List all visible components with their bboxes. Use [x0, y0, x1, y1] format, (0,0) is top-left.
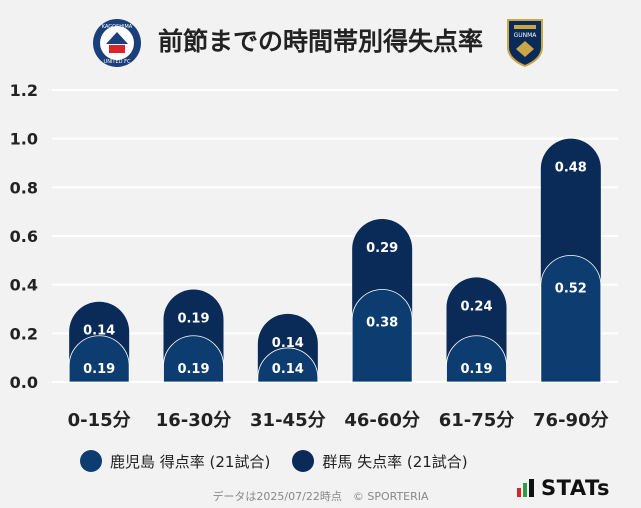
y-tick-label: 0.0 — [10, 373, 38, 392]
svg-text:GUNMA: GUNMA — [514, 32, 538, 39]
stats-label: STATs — [541, 476, 610, 500]
y-tick-label: 0.4 — [10, 276, 38, 295]
stats-bars-icon — [517, 479, 534, 497]
bar-value-labels: 0.19 0.14 0.19 0.19 0.14 0.14 0.38 0.29 0.19 0.24… — [83, 161, 587, 377]
y-tick-label: 1.0 — [10, 130, 38, 149]
legend-swatch-gunma — [292, 450, 315, 472]
value-label-kagoshima: 0.14 — [272, 362, 304, 377]
bar-segment-kagoshima — [68, 335, 130, 382]
value-label-kagoshima: 0.38 — [366, 316, 398, 331]
value-label-gunma: 0.24 — [460, 299, 492, 314]
value-label-gunma: 0.19 — [177, 312, 209, 327]
bar-segment-kagoshima — [446, 335, 507, 382]
value-label-kagoshima: 0.52 — [555, 281, 587, 296]
y-tick-label: 1.2 — [10, 81, 38, 100]
bar-segment-kagoshima — [351, 289, 413, 382]
stats-logo: STATs — [516, 476, 610, 500]
kagoshima-crest-icon: KAGOSHIMA UNITED FC — [93, 19, 141, 67]
legend-swatch-kagoshima — [80, 450, 102, 472]
legend: 鹿児島 得点率 (21試合) 群馬 失点率 (21試合) — [80, 448, 490, 474]
bar-segment-kagoshima — [540, 255, 602, 382]
x-tick-label: 61-75分 — [439, 410, 515, 431]
y-tick-label: 0.8 — [10, 178, 38, 197]
legend-item-kagoshima: 鹿児島 得点率 (21試合) — [80, 450, 270, 472]
legend-item-gunma: 群馬 失点率 (21試合) — [292, 450, 468, 472]
y-tick-label: 0.2 — [10, 324, 38, 343]
bar-segment-kagoshima — [163, 335, 224, 382]
y-axis-ticks: 0.0 0.2 0.4 0.6 0.8 1.0 1.2 — [10, 81, 38, 392]
chart-gridlines — [52, 89, 618, 383]
x-tick-label: 16-30分 — [156, 410, 232, 431]
x-tick-label: 46-60分 — [344, 410, 420, 431]
legend-label-kagoshima: 鹿児島 得点率 (21試合) — [110, 452, 271, 471]
value-label-kagoshima: 0.19 — [177, 362, 209, 377]
svg-text:UNITED FC: UNITED FC — [104, 59, 131, 65]
x-axis-ticks: 0-15分 16-30分 31-45分 46-60分 61-75分 76-90分 — [68, 410, 609, 431]
bars — [68, 138, 602, 382]
footer-note: データは2025/07/22時点 © SPORTERIA — [212, 490, 429, 503]
legend-label-gunma: 群馬 失点率 (21試合) — [322, 452, 468, 471]
gunma-crest-icon: GUNMA — [507, 19, 543, 67]
stacked-bar-chart: 0.00.20.40.60.81.01.2 0.190.140.190.190.… — [10, 81, 618, 431]
chart-title: 前節までの時間帯別得失点率 — [157, 27, 483, 56]
value-label-gunma: 0.14 — [272, 336, 304, 351]
value-label-gunma: 0.29 — [366, 241, 398, 256]
value-label-gunma: 0.14 — [83, 324, 115, 339]
x-tick-label: 0-15分 — [68, 410, 131, 431]
value-label-kagoshima: 0.19 — [83, 362, 115, 377]
value-label-gunma: 0.48 — [555, 161, 587, 176]
x-tick-label: 76-90分 — [533, 410, 609, 431]
value-label-kagoshima: 0.19 — [460, 362, 492, 377]
y-tick-label: 0.6 — [10, 227, 38, 246]
x-tick-label: 31-45分 — [250, 410, 326, 431]
svg-text:KAGOSHIMA: KAGOSHIMA — [102, 24, 133, 30]
bar-segment-kagoshima — [257, 347, 319, 382]
